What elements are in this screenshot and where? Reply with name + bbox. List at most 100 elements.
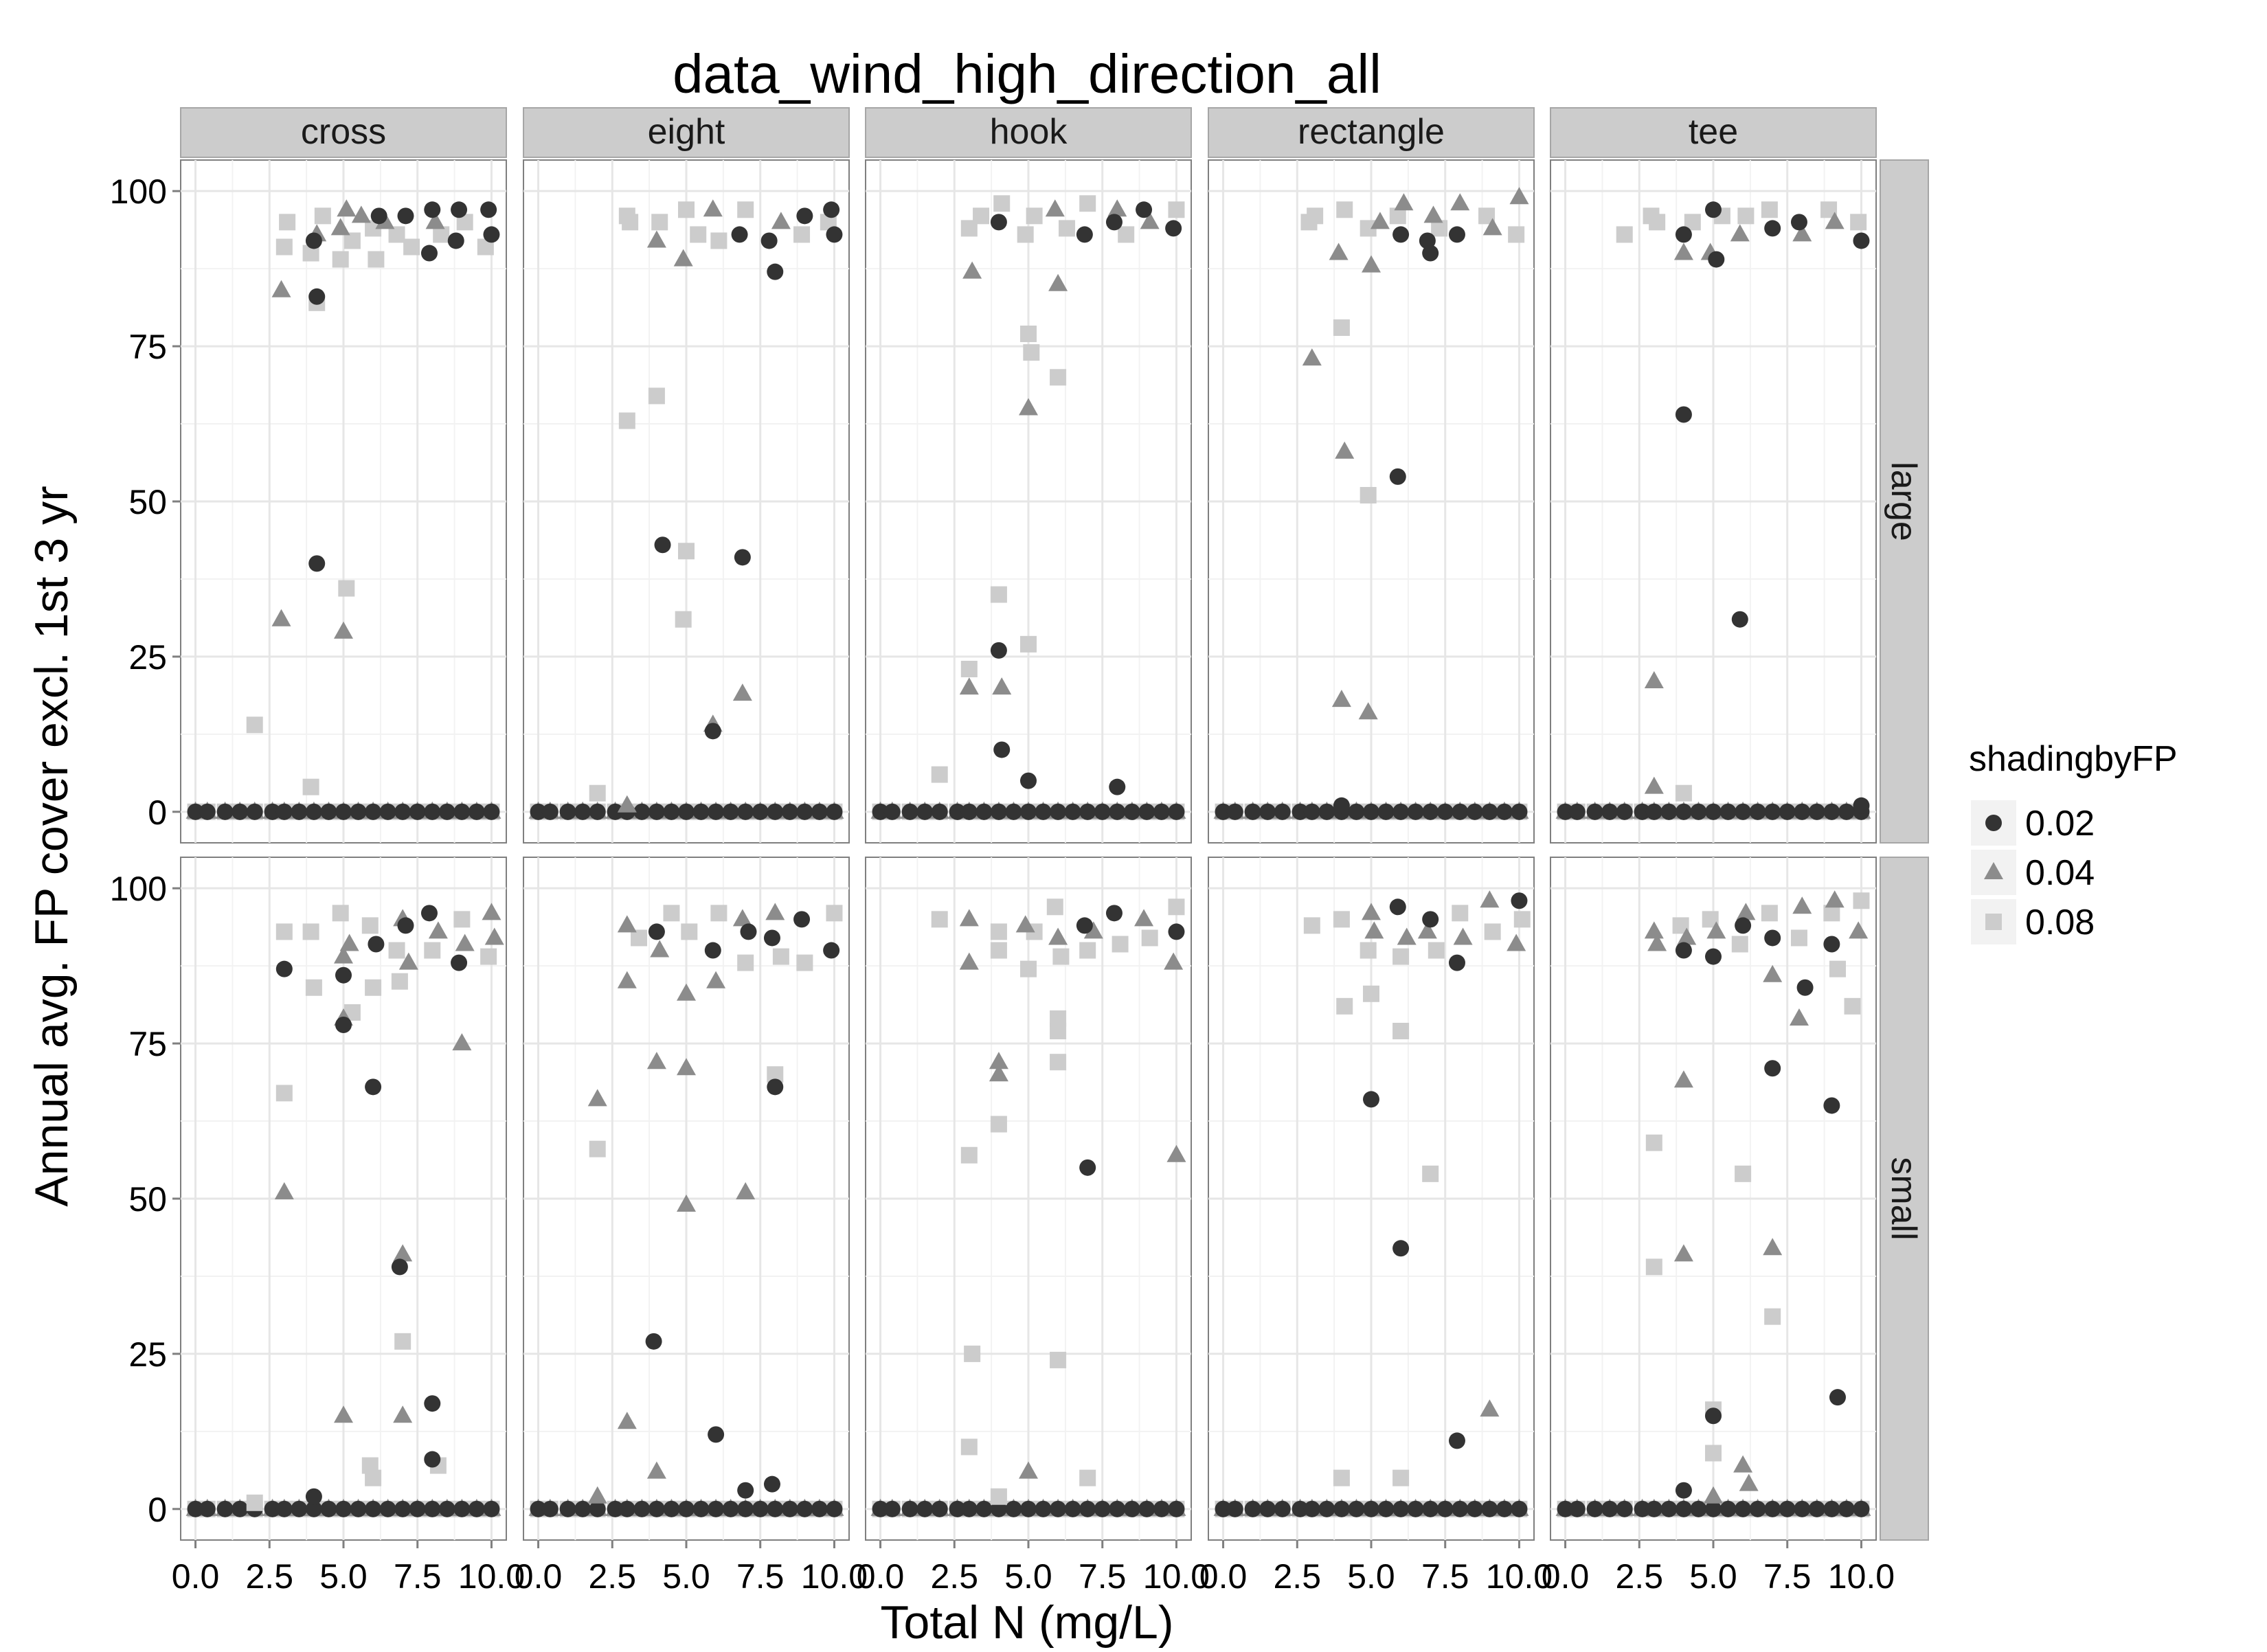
point-0.02 [993,741,1011,758]
point-0.02 [397,917,414,934]
point-0.02 [1586,1500,1603,1517]
point-0.04 [703,199,723,217]
point-0.02 [1829,1389,1846,1406]
point-0.02 [1005,803,1022,820]
point-0.04 [1677,927,1697,945]
point-0.08 [1823,905,1840,922]
point-0.02 [1764,220,1781,237]
point-0.04 [452,1033,472,1051]
point-0.08 [1645,1258,1662,1276]
point-0.04 [1825,890,1845,908]
point-0.02 [1076,226,1093,243]
point-0.02 [975,1500,993,1517]
point-0.02 [1094,803,1111,820]
point-0.02 [1448,1432,1465,1449]
point-0.08 [960,1438,978,1456]
point-0.04 [1673,242,1693,260]
point-0.02 [1064,803,1081,820]
point-0.08 [1020,635,1037,653]
point-0.04 [1019,398,1038,416]
y-tick-label: 25 [128,638,167,677]
point-0.04 [1644,671,1664,689]
point-0.02 [1616,1500,1633,1517]
point-0.08 [710,905,728,922]
point-0.08 [1363,985,1379,1002]
point-0.08 [622,214,639,231]
point-0.08 [1790,929,1807,947]
point-0.04 [1048,927,1068,945]
point-0.02 [949,1500,966,1517]
point-0.08 [1616,226,1633,243]
point-0.08 [1731,936,1748,953]
point-0.02 [901,1500,918,1517]
y-tick-label: 75 [128,1025,167,1063]
point-0.02 [232,1500,249,1517]
point-0.02 [335,1016,352,1033]
point-0.02 [308,555,326,572]
point-0.02 [308,288,326,305]
point-0.04 [1849,921,1869,939]
point-0.08 [365,1469,382,1486]
point-0.04 [1364,921,1384,939]
point-0.02 [931,803,948,820]
point-0.04 [334,621,353,639]
point-0.02 [990,1500,1007,1517]
point-0.02 [883,803,901,820]
point-0.08 [990,586,1007,603]
point-0.02 [1363,1091,1379,1108]
point-0.08 [690,226,707,243]
point-0.02 [1392,1240,1410,1257]
y-axis-label: Annual avg. FP cover excl. 1st 3 yr [25,486,78,1206]
point-0.04 [1015,915,1035,933]
point-0.02 [264,1500,281,1517]
x-tick-label: 5.0 [1004,1557,1052,1596]
point-0.02 [1215,1500,1232,1517]
point-0.02 [607,803,624,820]
point-0.08 [403,238,420,256]
point-0.02 [663,1500,680,1517]
point-0.04 [1739,1473,1759,1491]
point-0.02 [901,803,918,820]
point-0.02 [420,245,438,262]
point-0.02 [1660,803,1678,820]
panel-cross-large [180,159,507,844]
point-0.02 [1481,803,1498,820]
point-0.08 [1020,960,1037,977]
point-0.02 [1675,803,1692,820]
point-0.02 [752,1500,769,1517]
facet-label-small: small [1884,1157,1924,1240]
point-0.02 [1568,803,1586,820]
point-0.02 [1660,1500,1678,1517]
point-0.08 [1452,905,1469,922]
point-0.04 [1825,212,1845,229]
legend-label-0.04: 0.04 [2025,853,2095,893]
point-0.02 [1094,1500,1111,1517]
point-0.02 [1153,803,1170,820]
point-0.02 [633,1500,651,1517]
point-0.02 [1796,979,1814,996]
point-0.02 [704,723,721,740]
point-0.02 [1557,803,1574,820]
point-0.02 [335,1500,352,1517]
point-0.08 [631,929,648,947]
point-0.02 [1407,1500,1424,1517]
point-0.02 [737,1482,754,1499]
point-0.02 [678,803,695,820]
point-0.02 [420,905,438,922]
point-0.04 [732,909,752,927]
point-0.02 [1749,1500,1766,1517]
point-0.08 [343,232,361,249]
point-0.02 [1076,917,1093,934]
point-0.08 [453,911,471,928]
point-0.02 [1705,201,1722,218]
point-0.08 [332,251,349,268]
point-0.04 [393,1405,413,1423]
point-0.02 [1050,803,1067,820]
legend-label-0.08: 0.08 [2025,903,2095,942]
panel-hook-large [865,159,1192,844]
point-0.02 [731,226,748,243]
point-0.02 [1123,1500,1140,1517]
panel-tee-large [1550,159,1877,844]
point-0.02 [793,911,811,928]
